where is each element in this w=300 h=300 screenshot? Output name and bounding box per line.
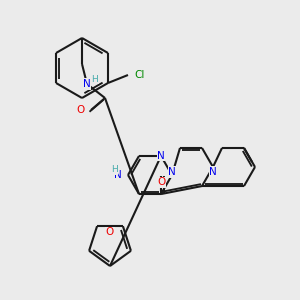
Text: H: H <box>111 166 117 175</box>
Text: N: N <box>83 79 91 89</box>
Text: N: N <box>209 167 217 177</box>
Text: H: H <box>92 74 98 83</box>
Text: O: O <box>77 105 85 115</box>
Text: N: N <box>168 167 176 177</box>
Text: O: O <box>157 177 165 187</box>
Text: N: N <box>114 170 122 180</box>
Text: O: O <box>106 227 114 237</box>
Text: N: N <box>157 151 165 161</box>
Text: Cl: Cl <box>134 70 144 80</box>
